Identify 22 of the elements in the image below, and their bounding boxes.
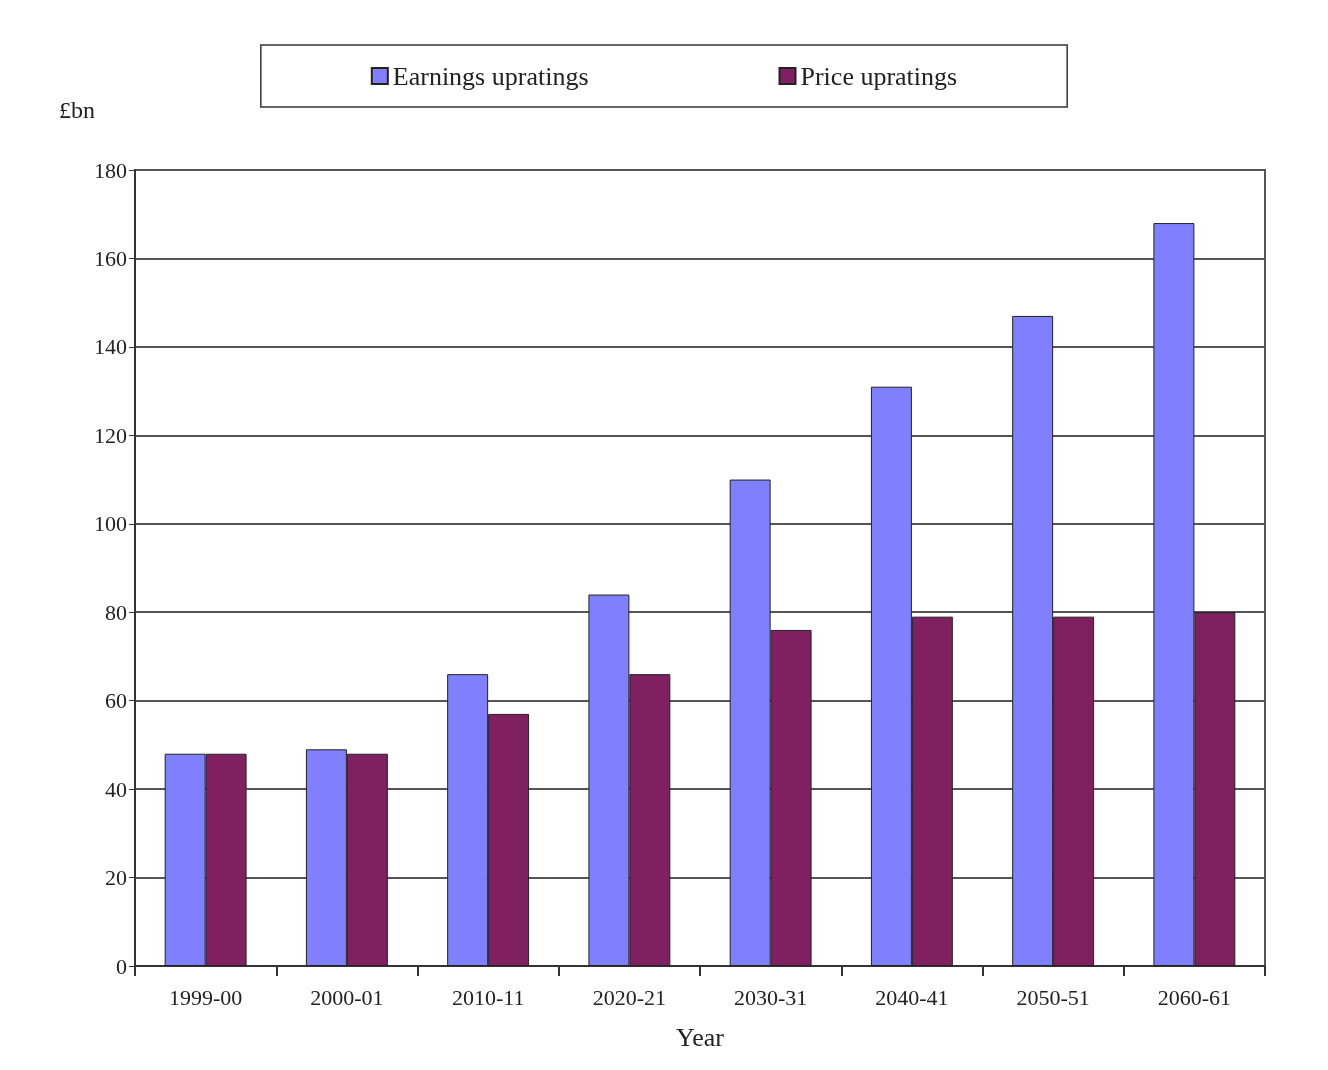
y-tick-label: 120: [94, 422, 127, 448]
y-tick-label: 160: [94, 245, 127, 271]
x-axis-title: Year: [676, 1022, 725, 1052]
x-tick-label: 2010-11: [451, 984, 525, 1010]
y-tick-label: 140: [94, 334, 127, 360]
x-tick-label: 2040-41: [875, 984, 949, 1010]
x-tick-label: 2060-61: [1157, 984, 1232, 1010]
x-tick-label: 2050-51: [1016, 984, 1090, 1010]
y-tick-label: 80: [105, 599, 127, 625]
y-tick-label: 180: [94, 157, 127, 183]
y-tick-label: 40: [105, 776, 127, 802]
y-tick-label: 60: [105, 688, 127, 714]
y-tick-label: 20: [105, 865, 127, 891]
x-tick-label: 2030-31: [733, 984, 808, 1010]
x-tick-label: 2020-21: [592, 984, 667, 1010]
y-tick-label: 100: [94, 511, 127, 537]
y-axis-title: £bn: [59, 97, 95, 123]
x-tick-label: 2000-01: [310, 984, 384, 1010]
y-tick-label: 0: [116, 953, 127, 979]
legend-label: Earnings upratings: [392, 61, 589, 91]
x-tick-label: 1999-00: [168, 984, 243, 1010]
legend-label: Price upratings: [800, 61, 958, 91]
